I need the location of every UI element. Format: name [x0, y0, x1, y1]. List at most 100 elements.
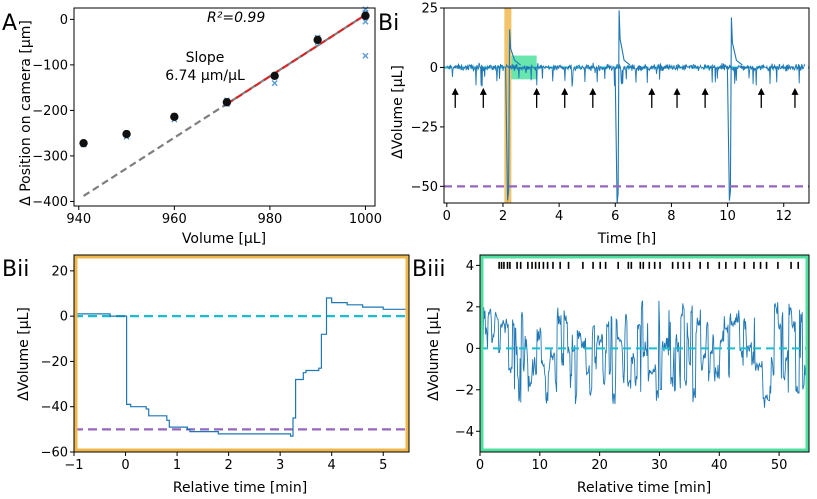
- a-ytick-label: −200: [32, 104, 68, 119]
- bi-xtick-label: 4: [555, 209, 563, 224]
- bii-ytick-label: −60: [41, 446, 68, 461]
- bi-spike: [505, 29, 521, 201]
- event-arrow-head: [533, 87, 541, 95]
- a-xtick-label: 1000: [349, 212, 382, 227]
- a-frame: [73, 7, 376, 207]
- bi-xtick-label: 12: [775, 209, 792, 224]
- a-xlabel: Volume [µL]: [182, 231, 266, 247]
- event-arrow-head: [451, 87, 459, 95]
- a-ytick-label: −100: [32, 58, 68, 73]
- biii-xtick-label: 10: [532, 458, 549, 473]
- bi-ytick-label: −50: [411, 180, 438, 195]
- r2-label: R²=0.99: [207, 10, 265, 26]
- bii-xtick-label: 5: [379, 458, 387, 473]
- a-xtick-label: 980: [257, 212, 282, 227]
- biii-xtick-label: 20: [591, 458, 608, 473]
- a-ylabel: Δ Position on camera [µm]: [18, 20, 34, 206]
- raw-point: [271, 80, 278, 87]
- bii-xtick-label: −1: [64, 458, 83, 473]
- bii-xlabel: Relative time [min]: [173, 480, 307, 496]
- biii-xtick-label: 0: [476, 458, 484, 473]
- mean-point: [170, 112, 179, 121]
- mean-point: [122, 129, 131, 139]
- bi-trace: [446, 62, 806, 87]
- event-arrow: [533, 87, 541, 108]
- bi-ylabel: ΔVolume [µL]: [390, 65, 406, 159]
- bii-ytick-label: 0: [60, 310, 68, 325]
- biii-highlight-border: [479, 254, 810, 453]
- event-arrow: [673, 87, 681, 108]
- bii-frame: [73, 254, 410, 453]
- raw-point-stroke: [362, 52, 369, 59]
- bi-xlabel: Time [h]: [597, 231, 657, 247]
- bi-ytick-label: −25: [411, 120, 438, 135]
- bi-ytick-label: 0: [430, 61, 438, 76]
- bii-xtick-label: 1: [173, 458, 181, 473]
- bii-ytick-label: −20: [41, 355, 68, 370]
- a-ytick-label: 0: [60, 13, 68, 28]
- event-arrow: [791, 87, 799, 108]
- biii-ytick-label: 0: [466, 342, 474, 357]
- biii-frame: [479, 254, 810, 453]
- a-xtick-label: 960: [162, 212, 187, 227]
- biii-ylabel: ΔVolume [µL]: [426, 307, 442, 401]
- event-arrow-head: [701, 87, 709, 95]
- bi-xtick-label: 8: [667, 209, 675, 224]
- a-ytick-label: −300: [32, 149, 68, 164]
- mean-point: [270, 71, 279, 81]
- biii-trace: [480, 300, 809, 408]
- mean-point: [361, 11, 370, 20]
- biii-xtick-label: 30: [651, 458, 668, 473]
- event-arrow-head: [648, 87, 656, 95]
- event-arrow-head: [673, 87, 681, 95]
- biii-xlabel: Relative time [min]: [577, 480, 711, 496]
- bii-ytick-label: −40: [41, 400, 68, 415]
- event-arrow-head: [757, 87, 765, 95]
- a-ytick-label: −400: [32, 195, 68, 210]
- fit-line-red: [226, 13, 367, 105]
- bii-highlight-border: [73, 254, 410, 453]
- event-arrow: [701, 87, 709, 108]
- panel-label-biii: Biii: [412, 257, 445, 282]
- event-arrow-head: [791, 87, 799, 95]
- bii-xtick-label: 0: [121, 458, 129, 473]
- event-arrow-head: [589, 87, 597, 95]
- panel-bii-chart: −1 0 1 2 3 4 5 20 0 −20 −40 −60 Relative time [min]…: [16, 254, 410, 496]
- biii-ytick-label: 4: [466, 259, 474, 274]
- slope-label: Slope: [186, 50, 225, 66]
- biii-xtick-label: 40: [711, 458, 728, 473]
- panel-bi-chart: 0 2 4 6 8 10 12 25 0 −25 −50 Time [h] ΔVolume [µL]: [390, 2, 810, 247]
- bi-xtick-label: 2: [499, 209, 507, 224]
- event-arrow: [561, 87, 569, 108]
- biii-ytick-label: −4: [455, 425, 474, 440]
- raw-point: [362, 18, 369, 25]
- bii-xtick-label: 3: [276, 458, 284, 473]
- event-arrow: [479, 87, 487, 108]
- a-xtick-label: 940: [66, 212, 91, 227]
- bi-xtick-label: 6: [611, 209, 619, 224]
- biii-ytick-label: 2: [466, 300, 474, 315]
- mean-point: [79, 138, 88, 148]
- highlight-orange: [504, 8, 512, 203]
- panel-label-a: A: [2, 11, 17, 36]
- slope-value: 6.74 µm/µL: [165, 68, 245, 84]
- bii-xtick-label: 2: [224, 458, 232, 473]
- panel-label-bii: Bii: [2, 257, 29, 282]
- event-arrow: [451, 87, 459, 108]
- bi-spike: [726, 17, 743, 201]
- event-arrow-head: [561, 87, 569, 95]
- bi-spike: [614, 10, 631, 204]
- mean-point: [313, 35, 322, 45]
- bi-xtick-label: 10: [719, 209, 736, 224]
- event-arrow: [757, 87, 765, 108]
- bi-ytick-label: 25: [421, 2, 438, 17]
- biii-ytick-label: −2: [455, 383, 474, 398]
- mean-point: [222, 98, 232, 107]
- biii-xtick-label: 50: [771, 458, 788, 473]
- panel-a-chart: 940 960 980 1000 0 −100 −200 −300 −400 R²=0.99 S…: [18, 6, 382, 247]
- event-arrow-head: [479, 87, 487, 95]
- bi-xtick-label: 0: [443, 209, 451, 224]
- bii-ylabel: ΔVolume [µL]: [16, 307, 32, 401]
